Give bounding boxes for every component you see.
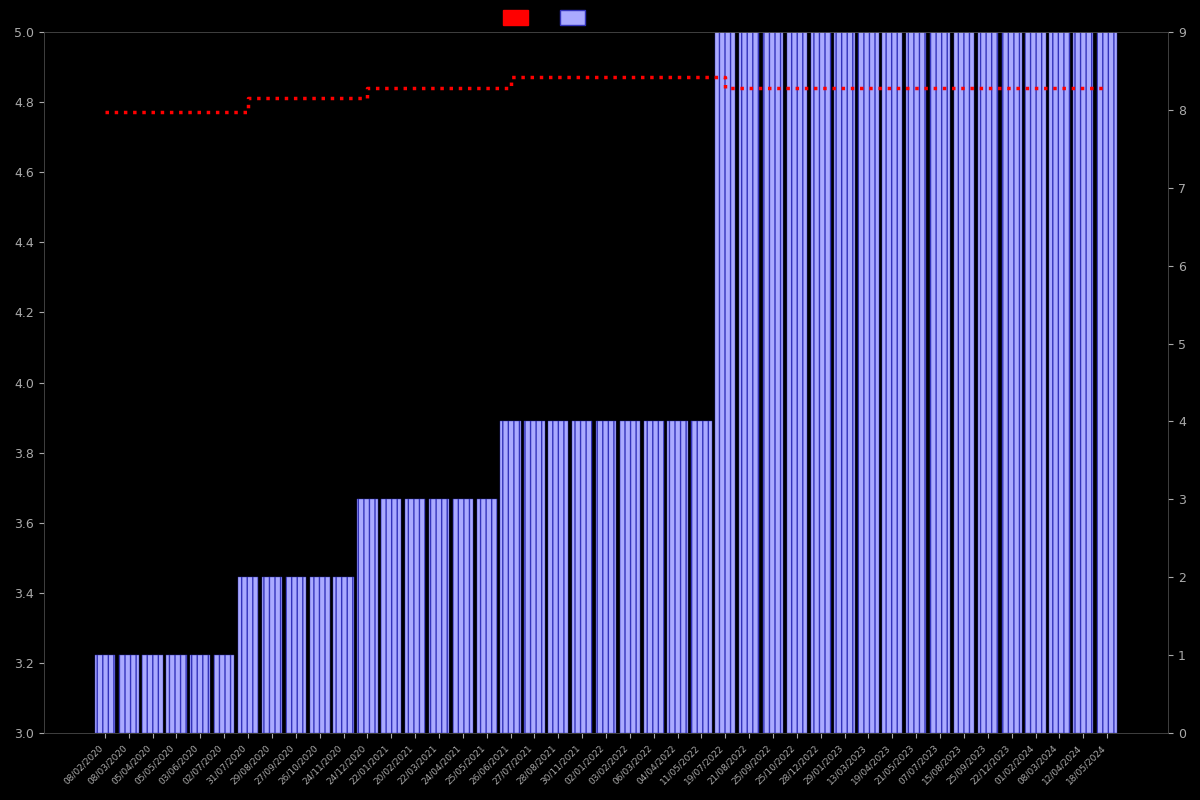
Bar <box>190 655 210 734</box>
Bar <box>548 422 569 734</box>
Bar <box>358 499 378 734</box>
Bar <box>500 422 521 734</box>
Bar <box>930 31 950 734</box>
Bar <box>238 578 258 734</box>
Bar <box>954 31 974 734</box>
Bar <box>262 578 282 734</box>
Bar <box>667 422 688 734</box>
Bar <box>691 422 712 734</box>
Bar <box>143 655 163 734</box>
Bar <box>978 31 998 734</box>
Bar <box>1025 31 1045 734</box>
Bar <box>95 655 115 734</box>
Bar <box>643 422 664 734</box>
Bar <box>310 578 330 734</box>
Bar <box>1097 31 1117 734</box>
Bar <box>619 422 640 734</box>
Bar <box>1049 31 1069 734</box>
Bar <box>452 499 473 734</box>
Bar <box>596 422 616 734</box>
Bar <box>476 499 497 734</box>
Bar <box>882 31 902 734</box>
Bar <box>167 655 187 734</box>
Bar <box>1002 31 1022 734</box>
Bar <box>334 578 354 734</box>
Bar <box>214 655 234 734</box>
Bar <box>858 31 878 734</box>
Bar <box>811 31 830 734</box>
Bar <box>834 31 854 734</box>
Bar <box>1073 31 1093 734</box>
Legend: , : , <box>503 10 596 26</box>
Bar <box>286 578 306 734</box>
Bar <box>763 31 784 734</box>
Bar <box>428 499 449 734</box>
Bar <box>715 31 736 734</box>
Bar <box>572 422 593 734</box>
Bar <box>382 499 401 734</box>
Bar <box>119 655 139 734</box>
Bar <box>906 31 926 734</box>
Bar <box>787 31 808 734</box>
Bar <box>524 422 545 734</box>
Bar <box>404 499 425 734</box>
Bar <box>739 31 760 734</box>
